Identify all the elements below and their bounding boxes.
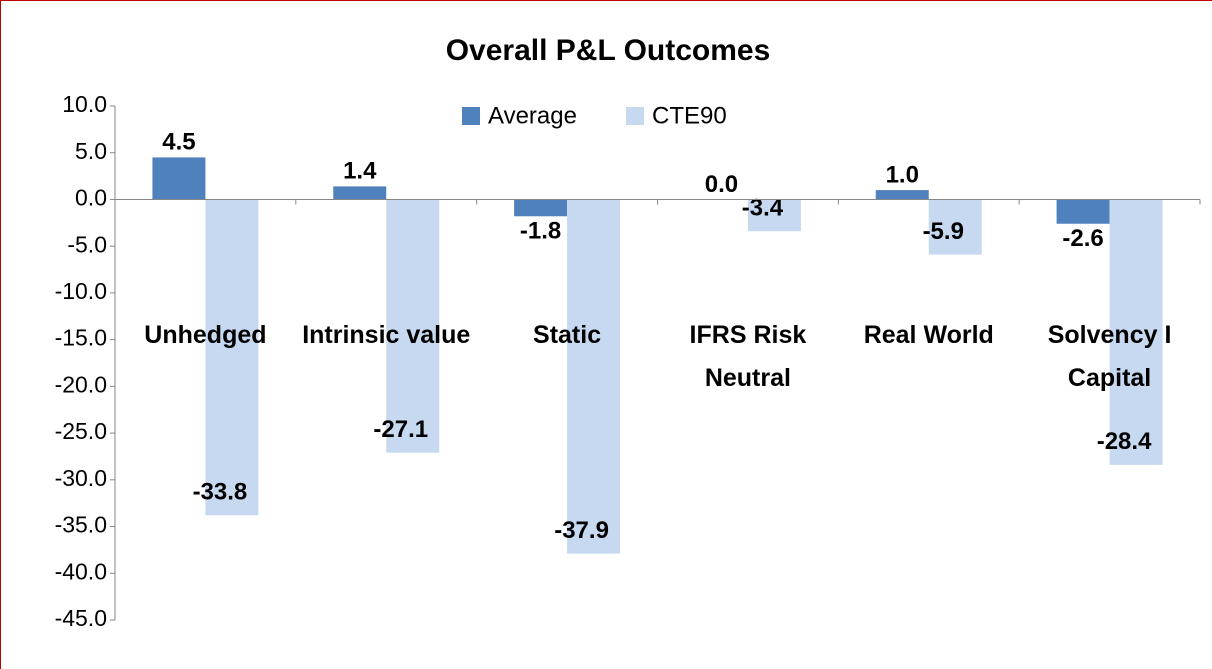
legend-label: Average [488, 102, 577, 129]
bar [205, 199, 259, 516]
bar [333, 186, 387, 200]
y-tick-label: 5.0 [75, 138, 107, 164]
bar [1056, 199, 1110, 224]
data-label: -1.8 [520, 218, 561, 245]
y-tick-label: -20.0 [55, 371, 107, 397]
y-tick-label: -45.0 [55, 605, 107, 631]
bar [386, 199, 440, 453]
x-tick-label: Solvency I Capital [1047, 321, 1172, 392]
data-label: 4.5 [162, 129, 195, 156]
y-tick-label: -10.0 [55, 278, 107, 304]
legend-label: CTE90 [652, 102, 727, 129]
bar [152, 157, 206, 200]
data-label: 1.4 [343, 158, 377, 185]
x-tick-label: Intrinsic value [302, 321, 471, 349]
y-tick-label: 0.0 [75, 185, 107, 211]
x-tick-label: Real World [863, 321, 994, 349]
legend-swatch [462, 107, 480, 125]
data-label: -5.9 [923, 218, 964, 245]
bar [747, 199, 801, 232]
data-label: -27.1 [373, 416, 428, 443]
chart-title: Overall P&L Outcomes [446, 34, 771, 67]
x-tick-label: IFRS Risk Neutral [689, 321, 807, 392]
legend-swatch [626, 107, 644, 125]
bar [1109, 199, 1163, 465]
bar [567, 199, 621, 554]
data-label: -33.8 [193, 479, 248, 506]
data-label: -3.4 [742, 195, 784, 222]
x-tick-label: Unhedged [144, 321, 267, 349]
data-label: -37.9 [554, 517, 609, 544]
data-label: 0.0 [705, 171, 738, 198]
bar [928, 199, 982, 255]
data-label: 1.0 [886, 161, 919, 188]
y-tick-label: -35.0 [55, 512, 107, 538]
y-tick-label: -25.0 [55, 418, 107, 444]
bar [514, 199, 568, 217]
y-tick-label: 10.0 [62, 91, 107, 117]
data-label: -2.6 [1062, 225, 1103, 252]
y-tick-label: -30.0 [55, 465, 107, 491]
x-tick-label: Static [533, 321, 602, 349]
y-tick-label: -40.0 [55, 558, 107, 584]
bar [875, 190, 929, 200]
y-tick-label: -5.0 [67, 231, 107, 257]
y-tick-label: -15.0 [55, 325, 107, 351]
data-label: -28.4 [1097, 428, 1152, 455]
